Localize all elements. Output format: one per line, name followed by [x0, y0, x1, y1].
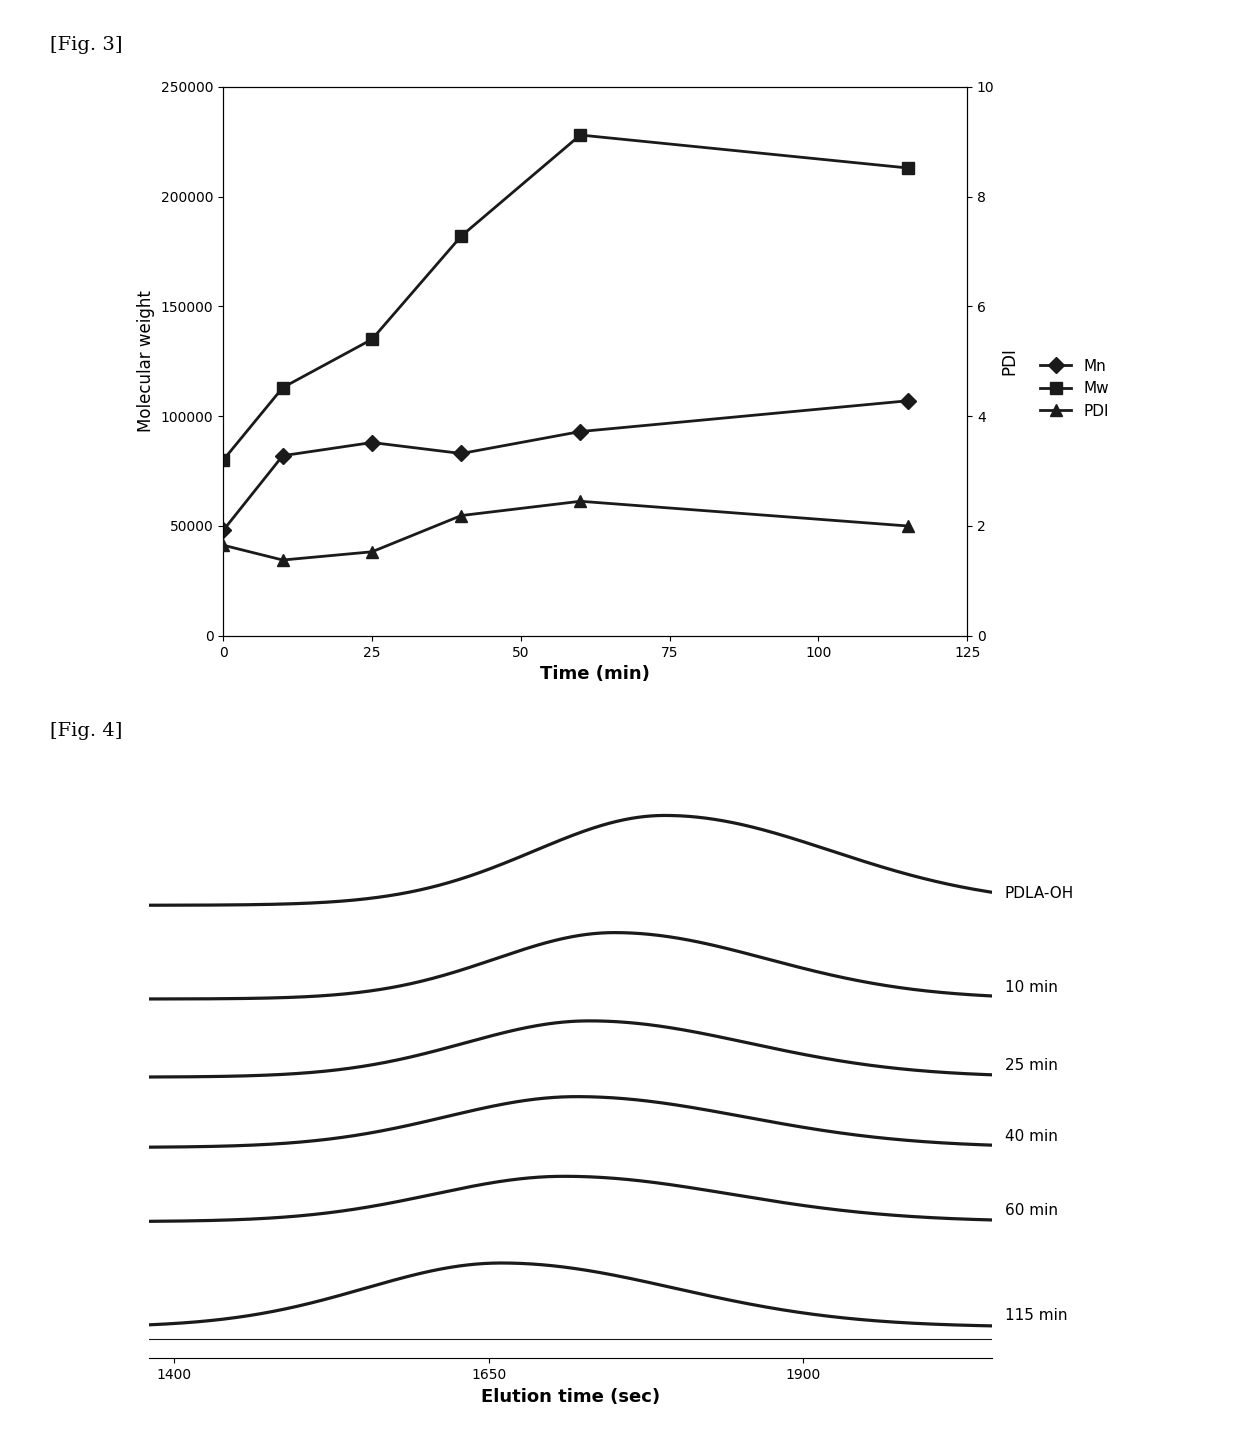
Mw	[216, 451, 231, 468]
Mn	[900, 392, 915, 409]
Mn	[454, 445, 469, 462]
Y-axis label: PDI: PDI	[1001, 347, 1018, 376]
Mn	[275, 447, 290, 464]
PDI	[454, 507, 469, 525]
Line: Mn: Mn	[218, 396, 913, 536]
Mw	[573, 126, 588, 143]
Legend: Mn, Mw, PDI: Mn, Mw, PDI	[1034, 353, 1115, 425]
PDI	[365, 543, 379, 561]
PDI	[216, 536, 231, 553]
X-axis label: Elution time (sec): Elution time (sec)	[481, 1387, 660, 1406]
Y-axis label: Molecular weight: Molecular weight	[138, 290, 155, 432]
Text: 10 min: 10 min	[1004, 980, 1058, 996]
Mn	[573, 423, 588, 441]
Mn	[216, 522, 231, 539]
Mw	[900, 159, 915, 176]
Text: 25 min: 25 min	[1004, 1058, 1058, 1074]
Mw	[454, 227, 469, 244]
X-axis label: Time (min): Time (min)	[541, 665, 650, 683]
Mw	[365, 331, 379, 348]
Text: [Fig. 3]: [Fig. 3]	[50, 36, 122, 53]
Mw	[275, 379, 290, 396]
Mn	[365, 434, 379, 451]
Text: 40 min: 40 min	[1004, 1129, 1058, 1143]
PDI	[275, 552, 290, 569]
PDI	[573, 493, 588, 510]
PDI	[900, 517, 915, 535]
Text: [Fig. 4]: [Fig. 4]	[50, 722, 122, 740]
Text: 60 min: 60 min	[1004, 1202, 1058, 1218]
Text: PDLA-OH: PDLA-OH	[1004, 886, 1074, 902]
Line: Mw: Mw	[218, 130, 913, 465]
Text: 115 min: 115 min	[1004, 1308, 1068, 1324]
Line: PDI: PDI	[218, 496, 913, 565]
